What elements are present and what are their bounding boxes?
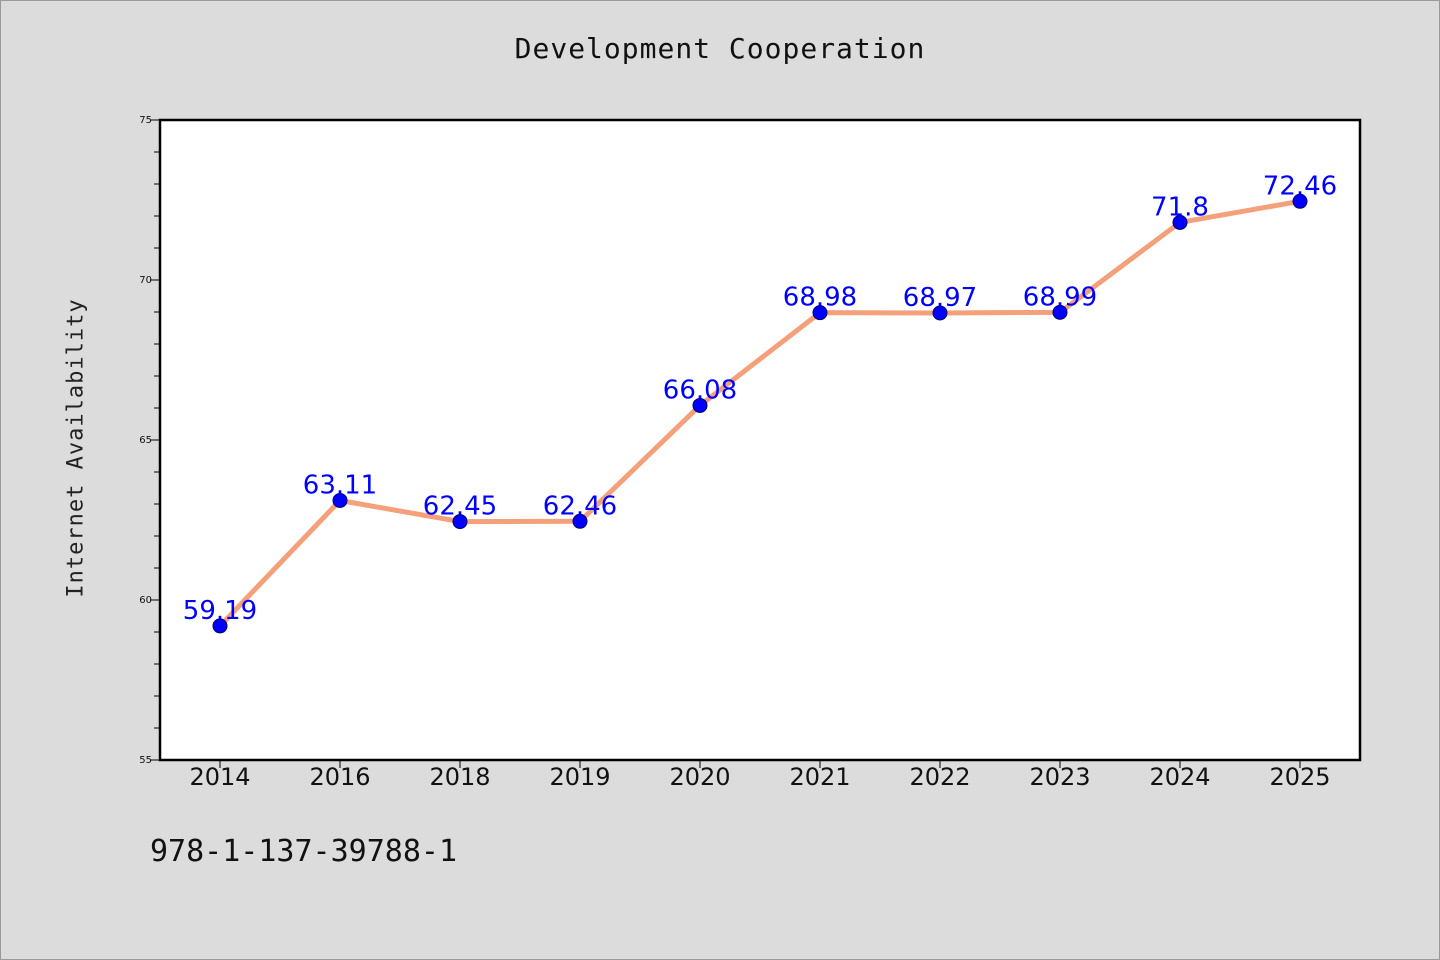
data-label: 68.97	[903, 283, 977, 313]
x-tick-label: 2014	[189, 763, 250, 791]
data-label: 66.08	[663, 375, 737, 405]
x-tick-label: 2021	[789, 763, 850, 791]
footer-code: 978-1-137-39788-1	[150, 834, 458, 869]
data-labels: 59.19 63.11 62.45 62.46 66.08 68.98 68.97 68.99…	[183, 171, 1337, 626]
data-point	[1292, 193, 1308, 209]
x-tick-label: 2024	[1149, 763, 1210, 791]
data-point	[572, 513, 588, 529]
plot-area	[160, 120, 1360, 760]
x-tick-label: 2016	[309, 763, 370, 791]
x-axis-ticks: 2014 2016 2018 2019 2020 2021 2022 2023 2024 2025	[189, 760, 1331, 791]
x-tick-label: 2018	[429, 763, 490, 791]
data-label: 62.45	[423, 492, 497, 522]
data-label: 72.46	[1263, 171, 1337, 201]
y-tick-label: 55	[139, 755, 152, 766]
data-label: 68.99	[1023, 282, 1097, 312]
data-markers	[212, 193, 1308, 634]
data-label: 71.8	[1151, 192, 1209, 222]
data-point	[1052, 304, 1068, 320]
data-label: 59.19	[183, 596, 257, 626]
y-tick-label: 70	[139, 275, 152, 286]
series-line	[217, 198, 1303, 629]
x-tick-label: 2022	[909, 763, 970, 791]
data-point	[692, 397, 708, 413]
data-point	[812, 305, 828, 321]
y-axis-ticks: 55 60 65 70 75	[139, 115, 160, 766]
data-label: 68.98	[783, 283, 857, 313]
data-point	[212, 618, 228, 634]
x-tick-label: 2020	[669, 763, 730, 791]
y-tick-label: 65	[139, 435, 152, 446]
y-tick-label: 75	[139, 115, 152, 126]
x-tick-label: 2019	[549, 763, 610, 791]
x-tick-label: 2025	[1269, 763, 1330, 791]
data-point	[452, 514, 468, 530]
data-point	[932, 305, 948, 321]
chart-title: Development Cooperation	[514, 32, 926, 65]
data-point	[1172, 214, 1188, 230]
y-tick-label: 60	[139, 595, 152, 606]
data-point	[332, 492, 348, 508]
plot-border	[158, 118, 1362, 762]
x-tick-label: 2023	[1029, 763, 1090, 791]
data-label: 62.46	[543, 491, 617, 521]
data-label: 63.11	[303, 470, 377, 500]
